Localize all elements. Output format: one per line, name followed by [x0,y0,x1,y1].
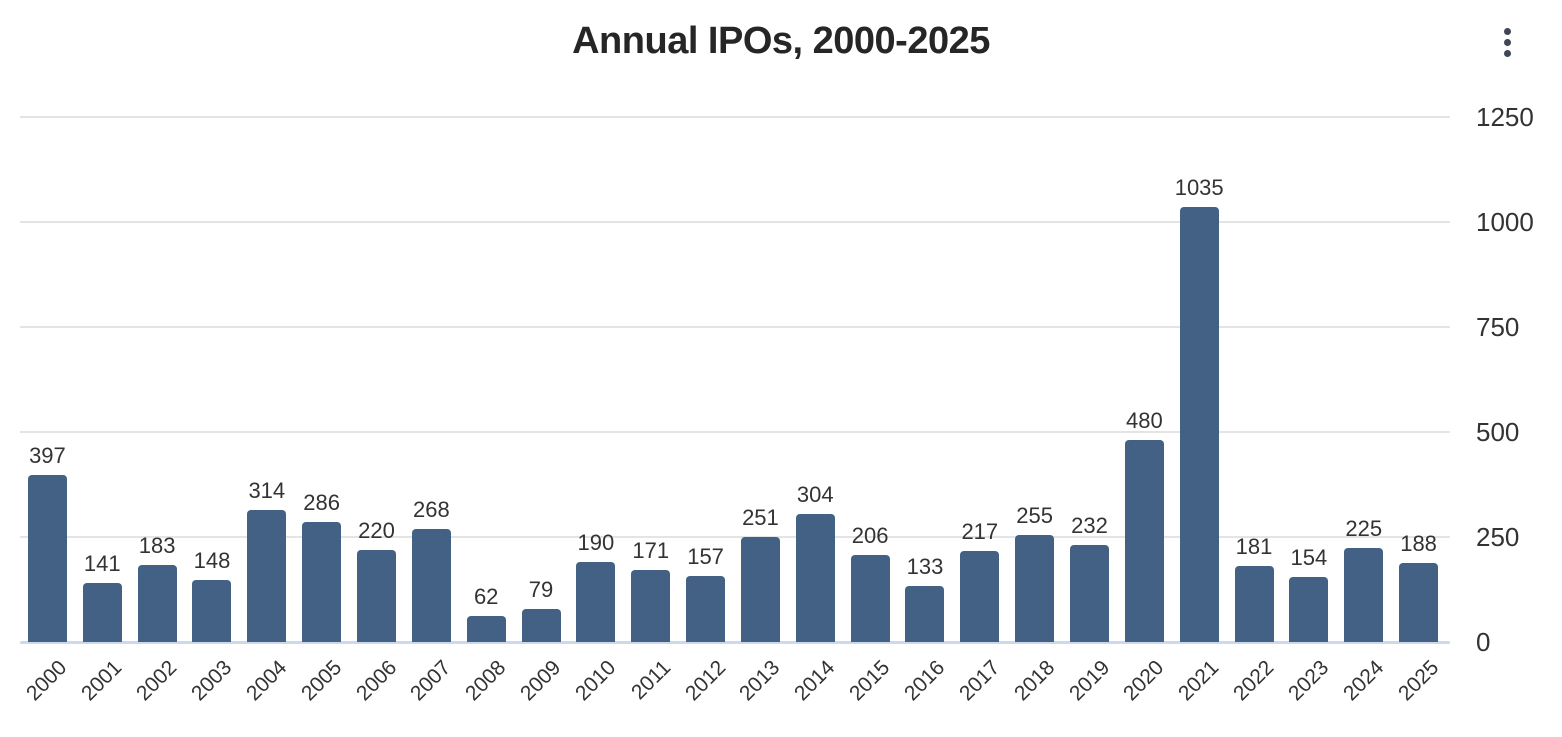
bar-value-label: 190 [577,530,615,556]
bar-value-label: 133 [906,554,944,580]
bar-value-label: 217 [961,518,999,544]
bar-value-label: 141 [83,550,121,576]
bar-2003[interactable] [192,579,232,642]
bar-2005[interactable] [302,521,342,642]
bar-value-label: 157 [687,544,724,570]
bar-value-label: 148 [193,547,231,573]
bar-value-label: 268 [412,497,450,523]
bar-2022[interactable] [1234,565,1274,642]
bar-value-label: 314 [248,478,286,504]
bar-value-label: 251 [742,504,779,530]
gridline [20,326,1450,328]
gridline [20,116,1450,118]
bar-2001[interactable] [82,582,122,642]
bar-value-label: 304 [796,482,834,508]
bar-value-label: 255 [1016,502,1053,528]
bar-value-label: 62 [473,583,499,609]
bar-2007[interactable] [411,529,451,642]
gridline [20,431,1450,433]
y-axis-tick-label: 1250 [1476,102,1534,132]
chart-title: Annual IPOs, 2000-2025 [572,20,990,62]
bar-value-label: 183 [138,533,176,559]
bar-2009[interactable] [521,608,561,642]
kebab-dot-icon [1503,49,1511,57]
bar-2025[interactable] [1399,563,1439,642]
bar-value-label: 397 [29,443,66,469]
bar-value-label: 171 [632,538,670,564]
kebab-dot-icon [1503,38,1511,46]
x-axis-line [20,641,1450,644]
bar-2013[interactable] [740,536,780,642]
bar-2020[interactable] [1124,440,1164,642]
bar-value-label: 1035 [1174,175,1224,201]
gridline [20,536,1450,538]
bar-2011[interactable] [631,570,671,642]
bar-2018[interactable] [1015,534,1055,642]
bar-2006[interactable] [357,549,396,642]
y-axis-tick-label: 250 [1476,522,1520,552]
bar-2017[interactable] [960,550,1000,642]
bar-value-label: 181 [1235,533,1273,559]
kebab-dot-icon [1503,27,1511,35]
bar-2015[interactable] [850,555,890,642]
bar-2016[interactable] [905,586,945,642]
bar-2010[interactable] [576,562,616,642]
bar-value-label: 480 [1125,408,1163,434]
y-axis-tick-label: 0 [1476,627,1491,657]
bar-value-label: 232 [1071,512,1108,538]
bar-value-label: 188 [1400,531,1437,557]
bar-2002[interactable] [137,565,177,642]
gridline [20,221,1450,223]
bar-value-label: 154 [1290,545,1328,571]
bar-2004[interactable] [247,510,287,642]
bar-2012[interactable] [686,576,726,642]
kebab-menu-button[interactable] [1494,22,1520,62]
bar-2008[interactable] [466,615,506,642]
bar-2019[interactable] [1070,544,1109,642]
y-axis-tick-label: 750 [1476,312,1520,342]
bar-2023[interactable] [1289,577,1329,642]
bar-value-label: 286 [303,489,340,515]
bar-value-label: 206 [851,523,889,549]
y-axis-tick-label: 1000 [1476,207,1534,237]
bar-2024[interactable] [1344,547,1384,642]
bar-2021[interactable] [1179,207,1219,642]
bar-value-label: 220 [358,517,395,543]
bar-2000[interactable] [27,475,67,642]
bar-value-label: 79 [528,576,554,602]
bar-2014[interactable] [795,514,835,642]
y-axis-tick-label: 500 [1476,417,1520,447]
bar-value-label: 225 [1345,515,1383,541]
